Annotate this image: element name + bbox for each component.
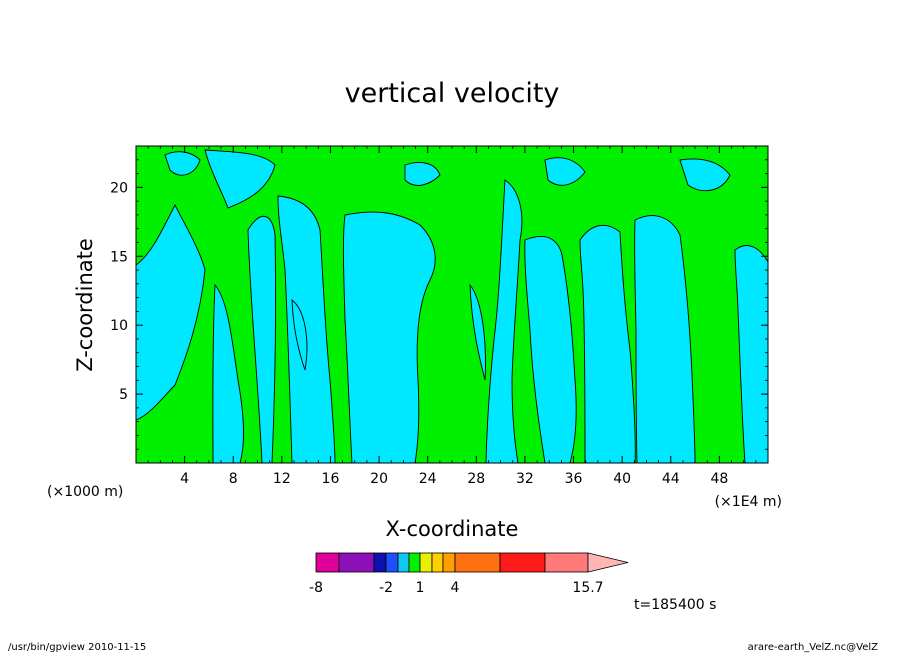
negative-velocity-region <box>136 203 206 421</box>
negative-velocity-region <box>734 245 768 463</box>
colorbar-bin <box>419 552 433 573</box>
colorbar <box>315 552 629 573</box>
x-axis-label: X-coordinate <box>386 517 519 541</box>
negative-velocity-region <box>164 151 201 176</box>
x-tick-label: 20 <box>370 471 388 487</box>
y-tick-label: 20 <box>110 180 128 196</box>
negative-velocity-region <box>291 299 308 371</box>
time-label: t=185400 s <box>634 597 716 613</box>
colorbar-bin <box>499 552 546 573</box>
negative-velocity-region <box>469 283 486 381</box>
negative-velocity-region <box>679 158 731 192</box>
colorbar-bin <box>408 552 421 573</box>
negative-velocity-region <box>404 162 441 186</box>
negative-velocity-region <box>277 195 336 463</box>
colorbar-label: -8 <box>309 580 323 596</box>
x-tick-label: 28 <box>467 471 485 487</box>
plot-area <box>136 146 768 463</box>
negative-velocity-region <box>524 236 577 463</box>
colorbar-bin <box>373 552 387 573</box>
negative-velocity-region <box>544 157 586 186</box>
negative-velocity-region <box>579 224 636 463</box>
x-tick-label: 24 <box>419 471 437 487</box>
negative-velocity-region <box>204 149 276 209</box>
colorbar-bin <box>397 552 410 573</box>
footer-right: arare-earth_VelZ.nc@VelZ <box>748 642 879 653</box>
x-unit-left: (×1000 m) <box>47 484 123 500</box>
y-tick-label: 5 <box>119 387 128 403</box>
colorbar-bin <box>338 552 375 573</box>
x-axis: 4 8 12 16 20 24 28 32 36 40 44 48 <box>147 146 757 487</box>
y-axis-label: Z-coordinate <box>73 238 97 372</box>
colorbar-bin <box>315 552 340 573</box>
x-unit-right: (×1E4 m) <box>715 494 782 510</box>
colorbar-bin <box>442 552 456 573</box>
colorbar-bin <box>431 552 444 573</box>
footer-left: /usr/bin/gpview 2010-11-15 <box>8 642 146 653</box>
y-tick-label: 10 <box>110 318 128 334</box>
colorbar-label: -2 <box>379 580 393 596</box>
x-tick-label: 44 <box>662 471 680 487</box>
negative-velocity-region <box>247 215 277 463</box>
x-tick-label: 36 <box>565 471 583 487</box>
colorbar-bin <box>385 552 399 573</box>
colorbar-label: 15.7 <box>572 580 603 596</box>
negative-velocity-regions <box>136 149 768 463</box>
x-tick-label: 12 <box>273 471 291 487</box>
colorbar-labels: -8 -2 1 4 15.7 <box>309 580 604 596</box>
x-tick-label: 8 <box>229 471 238 487</box>
colorbar-extension <box>587 552 629 573</box>
y-axis: 5 10 15 20 <box>110 159 768 450</box>
negative-velocity-region <box>485 179 523 463</box>
y-tick-label: 15 <box>110 249 128 265</box>
colorbar-bin <box>454 552 501 573</box>
chart-title: vertical velocity <box>345 78 560 109</box>
negative-velocity-region <box>634 215 696 463</box>
x-tick-label: 4 <box>180 471 189 487</box>
colorbar-label: 4 <box>451 580 460 596</box>
negative-velocity-region <box>342 211 436 463</box>
negative-velocity-region <box>212 283 244 463</box>
x-tick-label: 40 <box>613 471 631 487</box>
x-tick-label: 48 <box>710 471 728 487</box>
x-tick-label: 16 <box>322 471 340 487</box>
colorbar-label: 1 <box>416 580 425 596</box>
colorbar-bin <box>544 552 589 573</box>
x-tick-label: 32 <box>516 471 534 487</box>
